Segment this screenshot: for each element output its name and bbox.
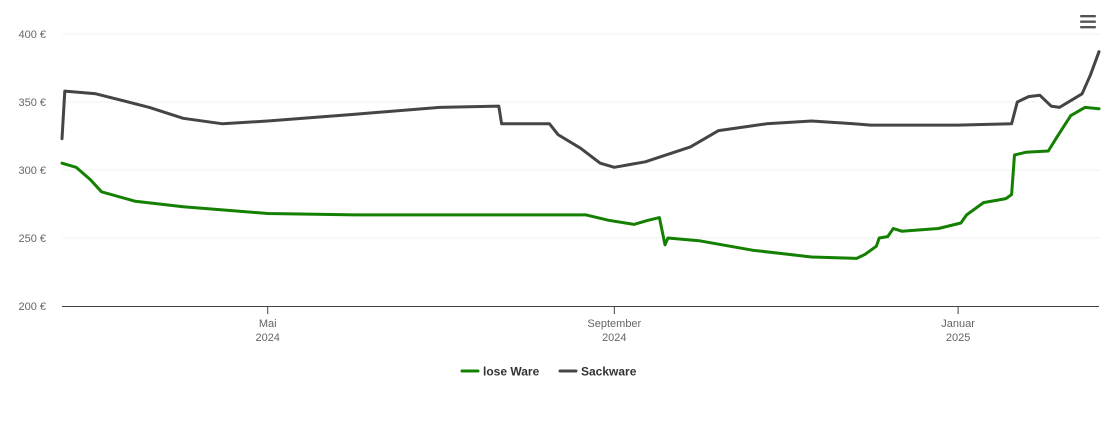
x-tick-label: Januar: [941, 318, 975, 330]
y-tick-label: 350 €: [18, 97, 46, 109]
legend-label: Sackware: [581, 365, 637, 379]
legend-item-sackware[interactable]: Sackware: [558, 365, 637, 379]
x-axis-ticks: Mai 2024 September 2024 Januar 2025: [255, 306, 975, 344]
series-line-lose-ware[interactable]: [60, 105, 1101, 260]
x-tick-year-label: 2024: [255, 332, 279, 344]
legend: lose Ware Sackware: [460, 365, 637, 379]
y-tick-label: 200 €: [18, 301, 46, 313]
grid-lines: [62, 33, 1099, 239]
y-tick-label: 400 €: [18, 29, 46, 41]
legend-item-lose-ware[interactable]: lose Ware: [460, 365, 540, 379]
hamburger-menu-icon[interactable]: [1076, 13, 1100, 33]
x-tick-label: Mai: [259, 318, 277, 330]
y-tick-label: 250 €: [18, 233, 46, 245]
series-line-sackware[interactable]: [60, 50, 1101, 169]
series-lines: [60, 50, 1101, 260]
y-tick-label: 300 €: [18, 165, 46, 177]
legend-label: lose Ware: [483, 365, 540, 379]
y-axis-ticks: 200 € 250 € 300 € 350 € 400 €: [18, 29, 46, 313]
x-tick-year-label: 2025: [946, 332, 970, 344]
x-tick-year-label: 2024: [602, 332, 626, 344]
x-tick-label: September: [587, 318, 641, 330]
